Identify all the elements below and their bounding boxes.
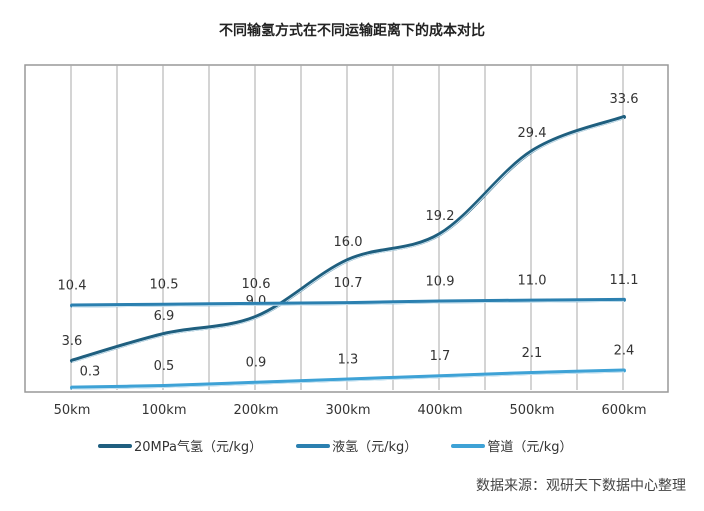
data-label: 1.7 xyxy=(430,349,451,364)
legend-item: 管道（元/kg） xyxy=(451,436,572,455)
line-chart: 50km 100km 200km 300km 400km 500km 600km 3.6 6.9… xyxy=(24,64,669,418)
data-label: 0.3 xyxy=(80,365,101,380)
data-label: 2.4 xyxy=(614,344,635,359)
data-label: 1.3 xyxy=(338,352,359,367)
legend-item: 液氢（元/kg） xyxy=(296,436,417,455)
x-tick-label: 500km xyxy=(509,403,554,418)
legend-swatch xyxy=(451,443,486,448)
x-tick-label: 200km xyxy=(233,403,278,418)
series-line xyxy=(70,368,626,390)
legend-item: 20MPa气氢（元/kg） xyxy=(98,436,262,455)
series-line xyxy=(70,115,626,363)
data-label: 10.7 xyxy=(334,276,363,291)
legend-swatch xyxy=(296,443,331,448)
data-label: 33.6 xyxy=(610,92,639,107)
legend: 20MPa气氢（元/kg） 液氢（元/kg） 管道（元/kg） xyxy=(98,436,572,455)
legend-swatch xyxy=(98,443,132,448)
data-label: 6.9 xyxy=(154,309,175,324)
data-label: 2.1 xyxy=(522,346,543,361)
data-label: 10.6 xyxy=(242,277,271,292)
series-line xyxy=(70,297,626,308)
data-label: 10.9 xyxy=(426,274,455,289)
legend-label: 管道（元/kg） xyxy=(487,440,573,455)
x-tick-label: 600km xyxy=(601,403,646,418)
series-line-highlight xyxy=(71,371,625,390)
data-label: 19.2 xyxy=(426,209,455,224)
data-label: 9.0 xyxy=(246,294,267,309)
x-tick-label: 50km xyxy=(54,403,91,418)
data-label: 3.6 xyxy=(62,334,83,349)
chart-title: 不同输氢方式在不同运输距离下的成本对比 xyxy=(219,23,485,39)
data-label: 11.1 xyxy=(610,273,639,288)
series-line-highlight xyxy=(71,118,625,363)
x-tick-label: 400km xyxy=(417,403,462,418)
data-label: 0.9 xyxy=(246,356,267,371)
x-tick-label: 100km xyxy=(141,403,186,418)
series-line-highlight xyxy=(71,300,625,308)
x-tick-label: 300km xyxy=(325,403,370,418)
data-label: 16.0 xyxy=(334,235,363,250)
data-label: 29.4 xyxy=(518,126,547,141)
legend-label: 液氢（元/kg） xyxy=(332,440,418,455)
data-label: 10.5 xyxy=(150,278,179,293)
data-label: 11.0 xyxy=(518,274,547,289)
data-label: 10.4 xyxy=(58,279,87,294)
legend-label: 20MPa气氢（元/kg） xyxy=(134,440,263,455)
data-label: 0.5 xyxy=(154,359,175,374)
source-note: 数据来源：观研天下数据中心整理 xyxy=(476,478,686,494)
